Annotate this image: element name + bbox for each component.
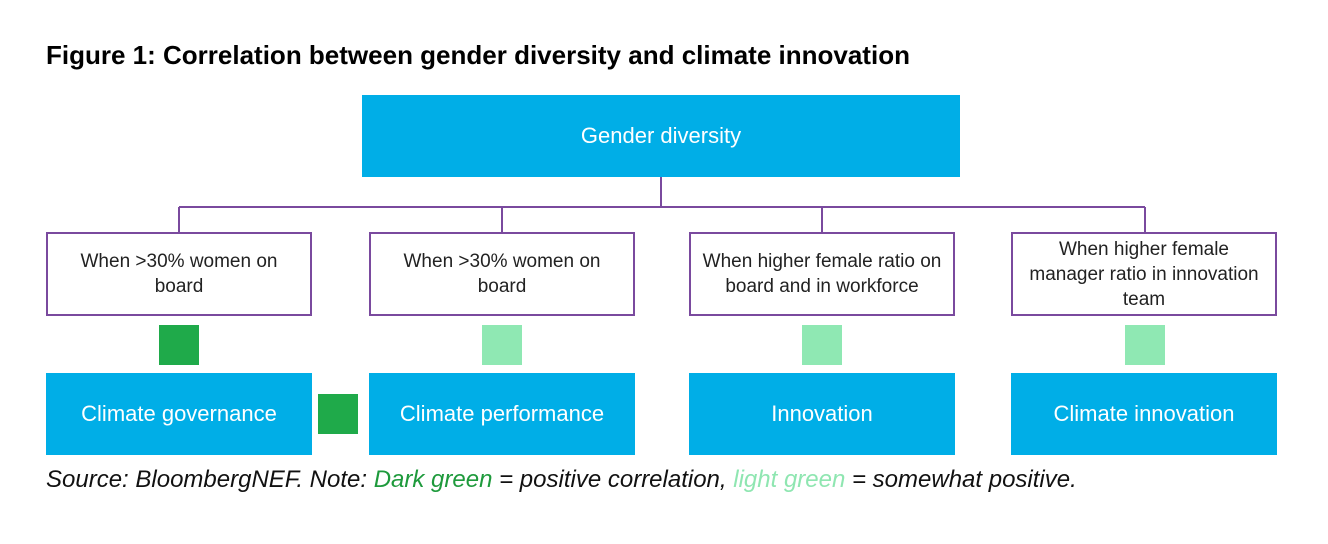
condition-node-4: When higher female manager ratio in inno… <box>1011 232 1277 316</box>
figure-title: Figure 1: Correlation between gender div… <box>46 40 910 70</box>
legend-dark-green-label: Dark green <box>373 466 493 493</box>
condition-node-2: When >30% women on board <box>369 232 635 316</box>
outcome-node-climate-performance: Climate performance <box>369 373 635 455</box>
correlation-indicator-light-green-3 <box>802 325 842 365</box>
outcome-node-climate-governance: Climate governance <box>46 373 312 455</box>
source-prefix: Source: BloombergNEF. Note: <box>46 466 374 493</box>
correlation-indicator-dark-green-between <box>318 394 358 434</box>
outcome-node-climate-innovation: Climate innovation <box>1011 373 1277 455</box>
legend-light-green-label: light green <box>733 466 846 493</box>
correlation-indicator-light-green-4 <box>1125 325 1165 365</box>
source-middle: = positive correlation, <box>492 466 734 493</box>
correlation-indicator-dark-green-1 <box>159 325 199 365</box>
root-node-gender-diversity: Gender diversity <box>362 95 960 177</box>
outcome-node-innovation: Innovation <box>689 373 955 455</box>
correlation-indicator-light-green-2 <box>482 325 522 365</box>
condition-node-3: When higher female ratio on board and in… <box>689 232 955 316</box>
source-suffix: = somewhat positive. <box>845 466 1077 493</box>
condition-node-1: When >30% women on board <box>46 232 312 316</box>
source-note: Source: BloombergNEF. Note: Dark green =… <box>46 466 1077 494</box>
